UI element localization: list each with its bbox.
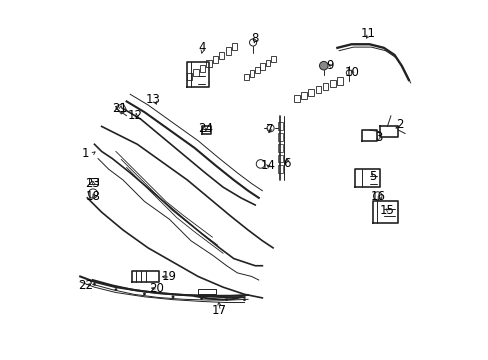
Text: 2: 2 [395, 118, 403, 131]
Text: 13: 13 [146, 93, 161, 106]
Text: 10: 10 [344, 66, 358, 79]
Text: 5: 5 [368, 170, 376, 183]
Text: 14: 14 [260, 159, 275, 172]
Text: 4: 4 [198, 41, 205, 54]
Text: 20: 20 [149, 283, 164, 296]
Text: 9: 9 [326, 59, 333, 72]
Circle shape [200, 297, 203, 300]
Circle shape [114, 288, 117, 291]
Circle shape [93, 283, 96, 286]
Text: 3: 3 [374, 131, 381, 144]
Text: 6: 6 [283, 157, 290, 170]
Text: 7: 7 [265, 123, 273, 136]
Text: 23: 23 [85, 177, 100, 190]
Text: 22: 22 [78, 279, 93, 292]
Text: 18: 18 [85, 190, 100, 203]
Text: 17: 17 [212, 304, 226, 317]
Circle shape [143, 293, 145, 296]
Text: 11: 11 [360, 27, 374, 40]
Text: 24: 24 [197, 122, 212, 135]
Circle shape [243, 298, 245, 301]
Text: 16: 16 [370, 190, 385, 203]
Text: 8: 8 [251, 32, 258, 45]
Text: 21: 21 [112, 102, 127, 115]
Text: 19: 19 [162, 270, 177, 283]
Text: 1: 1 [81, 147, 89, 160]
Circle shape [319, 62, 327, 70]
Circle shape [171, 296, 174, 298]
Circle shape [225, 298, 227, 301]
Text: 12: 12 [128, 109, 143, 122]
Text: 15: 15 [379, 204, 394, 217]
